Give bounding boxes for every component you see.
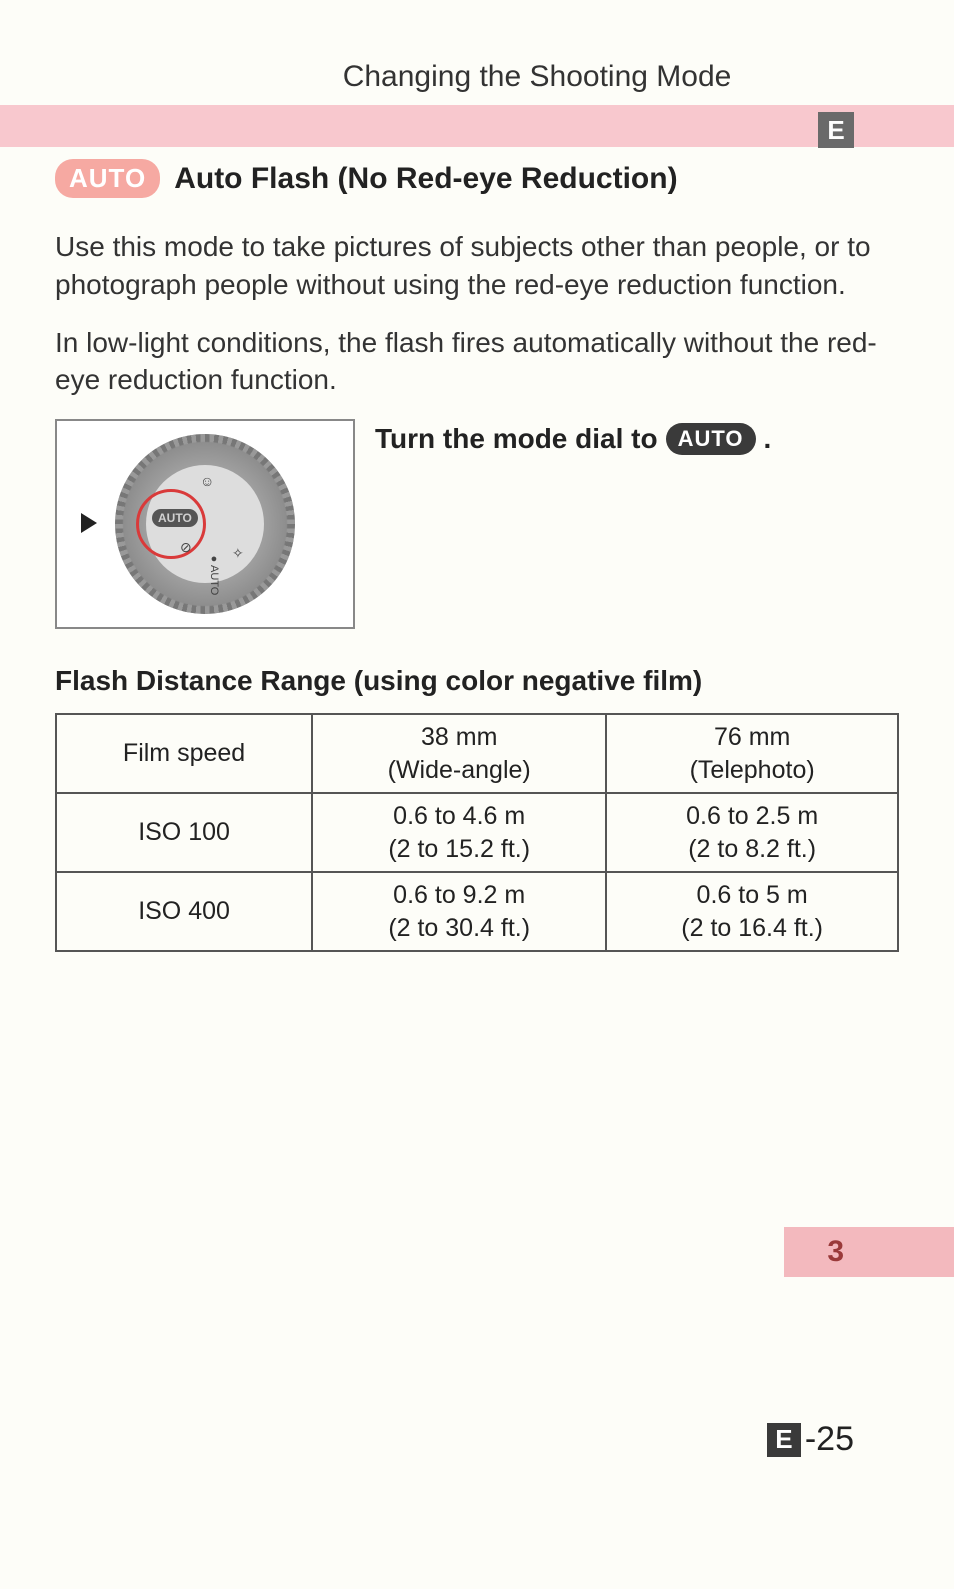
table-header-cell: Film speed [56, 714, 312, 793]
page-number: E-25 [767, 1420, 854, 1459]
manual-page: Changing the Shooting Mode E AUTO Auto F… [0, 0, 954, 1589]
instruction-text: Turn the mode dial to AUTO. [375, 419, 899, 455]
chapter-side-tab: 3 [784, 1227, 954, 1277]
table-cell: ISO 400 [56, 872, 312, 951]
instruction-text-before: Turn the mode dial to [375, 423, 658, 455]
body-paragraph-1: Use this mode to take pictures of subjec… [55, 228, 899, 304]
dial-outer-ring: AUTO ☺ ⊘ ●AUTO ✧ [115, 434, 295, 614]
table-cell: ISO 100 [56, 793, 312, 872]
dial-face: AUTO ☺ ⊘ ●AUTO ✧ [146, 465, 264, 583]
section-heading: AUTO Auto Flash (No Red-eye Reduction) [55, 159, 899, 198]
table-title: Flash Distance Range (using color negati… [55, 665, 899, 697]
section-heading-text: Auto Flash (No Red-eye Reduction) [174, 162, 677, 196]
table-header-row: Film speed 38 mm(Wide-angle) 76 mm(Telep… [56, 714, 898, 793]
table-cell: 0.6 to 4.6 m(2 to 15.2 ft.) [312, 793, 606, 872]
flash-distance-table: Film speed 38 mm(Wide-angle) 76 mm(Telep… [55, 713, 899, 952]
mode-dial-illustration: AUTO ☺ ⊘ ●AUTO ✧ [55, 419, 355, 629]
table-cell: 0.6 to 5 m(2 to 16.4 ft.) [606, 872, 898, 951]
chapter-title: Changing the Shooting Mode [55, 60, 899, 94]
auto-mode-pill-icon: AUTO [55, 159, 160, 198]
dial-off-icon: ⊘ [180, 539, 192, 556]
table-row: ISO 100 0.6 to 4.6 m(2 to 15.2 ft.) 0.6 … [56, 793, 898, 872]
dial-auto-label: AUTO [152, 509, 198, 527]
table-cell: 0.6 to 9.2 m(2 to 30.4 ft.) [312, 872, 606, 951]
table-header-cell: 76 mm(Telephoto) [606, 714, 898, 793]
page-number-prefix-badge: E [767, 1423, 801, 1457]
body-paragraph-2: In low-light conditions, the flash fires… [55, 324, 899, 400]
section-letter-badge: E [818, 112, 854, 148]
dial-face-icon: ☺ [200, 473, 214, 489]
dial-redeye-auto-icon: ●AUTO [208, 553, 220, 595]
dial-pointer-icon [81, 513, 97, 533]
page-number-value: -25 [805, 1420, 854, 1459]
instruction-text-after: . [764, 423, 772, 455]
table-row: ISO 400 0.6 to 9.2 m(2 to 30.4 ft.) 0.6 … [56, 872, 898, 951]
header-accent-bar [0, 105, 954, 147]
table-header-cell: 38 mm(Wide-angle) [312, 714, 606, 793]
auto-mode-pill-dark-icon: AUTO [666, 423, 756, 455]
dial-timer-icon: ✧ [232, 545, 244, 562]
table-cell: 0.6 to 2.5 m(2 to 8.2 ft.) [606, 793, 898, 872]
instruction-row: AUTO ☺ ⊘ ●AUTO ✧ Turn the mode dial to A… [55, 419, 899, 629]
